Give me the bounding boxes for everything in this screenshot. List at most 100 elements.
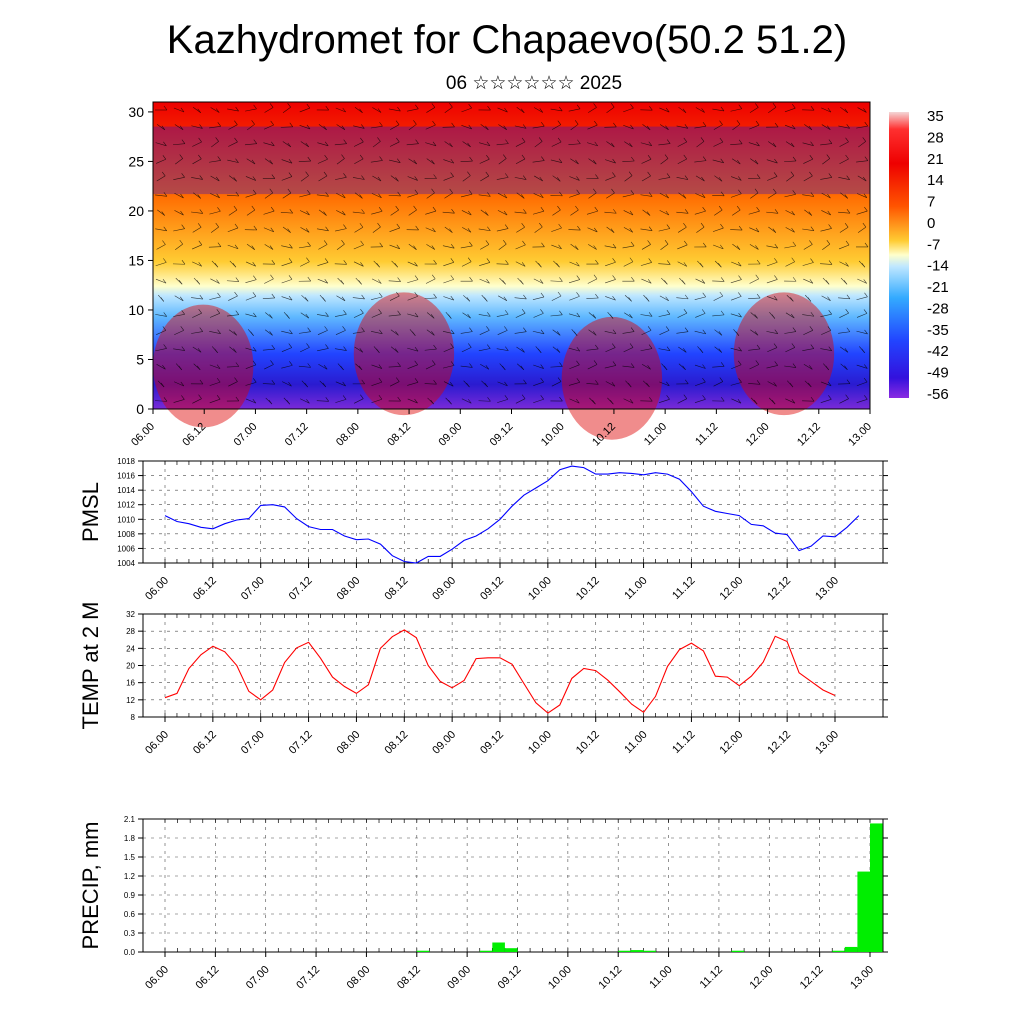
colorbar bbox=[889, 112, 909, 398]
wind-barb bbox=[802, 142, 814, 146]
wind-barb bbox=[766, 245, 778, 249]
wind-barb-flag bbox=[215, 137, 219, 142]
wind-barb bbox=[371, 193, 382, 199]
wind-barb-flag bbox=[808, 125, 813, 131]
precipitation-panel: 0.0 0.3 0.6 0.9 1.2 1.5 1.8 2.1 06.00 06.12 07.00 0… bbox=[78, 815, 888, 992]
y-tick-label: 0.3 bbox=[124, 929, 136, 938]
wind-barb bbox=[604, 365, 617, 369]
wind-barb bbox=[533, 381, 544, 386]
wind-barb bbox=[263, 210, 275, 215]
wind-barb-flag bbox=[541, 242, 545, 248]
wind-barb-flag bbox=[773, 188, 777, 194]
wind-barb-flag bbox=[431, 159, 435, 165]
wind-barb-flag bbox=[683, 223, 687, 228]
wind-barb-flag bbox=[487, 312, 491, 317]
wind-barb bbox=[820, 381, 832, 387]
wind-barb bbox=[550, 108, 563, 112]
wind-barb bbox=[210, 175, 220, 182]
wind-barb bbox=[281, 279, 293, 284]
wind-barb-flag bbox=[682, 108, 687, 113]
wind-barb-flag bbox=[844, 194, 849, 199]
wind-barb-flag bbox=[825, 280, 830, 285]
wind-barb bbox=[641, 278, 652, 284]
x-tick-label: 11.12 bbox=[670, 729, 697, 756]
wind-barb-flag bbox=[754, 159, 759, 165]
wind-barb-flag bbox=[179, 239, 183, 245]
wind-barb bbox=[568, 347, 580, 352]
wind-barb bbox=[155, 142, 167, 147]
wind-barb-flag bbox=[790, 171, 795, 176]
wind-barb-flag bbox=[450, 258, 455, 263]
wind-barb bbox=[478, 194, 491, 197]
x-tick-label: 08.12 bbox=[382, 575, 410, 603]
wind-barb-flag bbox=[306, 210, 310, 216]
plot-frame bbox=[142, 460, 884, 564]
wind-barb bbox=[730, 193, 742, 198]
wind-barb-flag bbox=[360, 308, 364, 314]
wind-barb-flag bbox=[648, 192, 653, 197]
wind-barb bbox=[515, 158, 526, 165]
wind-barb bbox=[712, 314, 725, 317]
wind-barb-flag bbox=[738, 189, 742, 194]
x-tick-label: 11.00 bbox=[647, 964, 674, 991]
wind-barb bbox=[443, 159, 454, 164]
wind-barb bbox=[514, 297, 527, 300]
wind-barb-flag bbox=[161, 125, 166, 131]
wind-barb-flag bbox=[181, 310, 185, 315]
wind-barb-flag bbox=[271, 293, 276, 299]
wind-barb-flag bbox=[558, 106, 563, 112]
y-tick-label: 24 bbox=[126, 644, 135, 653]
wind-barb bbox=[695, 175, 705, 182]
wind-barb bbox=[821, 330, 832, 335]
wind-barb bbox=[227, 227, 239, 233]
wind-barb-flag bbox=[576, 378, 581, 383]
wind-barb-flag bbox=[181, 260, 186, 265]
wind-barb-flag bbox=[756, 344, 761, 350]
wind-barb-flag bbox=[217, 207, 221, 212]
wind-barb-flag bbox=[540, 292, 545, 298]
wind-barb-flag bbox=[843, 280, 848, 285]
y-tick-label: 1004 bbox=[117, 559, 135, 568]
wind-barb-flag bbox=[217, 242, 222, 247]
wind-barb-flag bbox=[235, 310, 240, 315]
wind-barb-flag bbox=[486, 326, 490, 331]
wind-barb-flag bbox=[270, 227, 275, 233]
wind-barb bbox=[209, 296, 221, 300]
colorbar-label: -28 bbox=[927, 300, 949, 317]
wind-barb bbox=[802, 314, 814, 317]
wind-barb bbox=[497, 330, 508, 335]
wind-barb-flag bbox=[251, 245, 255, 250]
wind-barb-flag bbox=[846, 124, 850, 129]
wind-barb-flag bbox=[289, 361, 293, 366]
wind-barb bbox=[767, 176, 778, 181]
wind-barb bbox=[497, 107, 508, 113]
wind-barb-flag bbox=[289, 329, 293, 335]
x-tick-label: 09.12 bbox=[478, 575, 506, 603]
wind-barb-flag bbox=[683, 240, 688, 246]
wind-barb-flag bbox=[846, 209, 851, 214]
wind-barb bbox=[353, 141, 364, 147]
wind-barb bbox=[157, 209, 165, 216]
wind-barb-flag bbox=[772, 228, 777, 233]
x-tick-label: 08.12 bbox=[395, 964, 423, 992]
wind-barb-flag bbox=[828, 309, 832, 315]
wind-barb bbox=[352, 177, 365, 180]
wind-barb-flag bbox=[217, 292, 221, 298]
wind-barb bbox=[695, 193, 706, 198]
wind-barb-flag bbox=[771, 399, 776, 405]
grid bbox=[143, 818, 883, 953]
wind-barb bbox=[731, 158, 741, 165]
wind-barb-flag bbox=[683, 394, 688, 399]
wind-barb bbox=[480, 244, 490, 250]
wind-barb-flag bbox=[343, 139, 347, 144]
wind-barb-flag bbox=[469, 327, 473, 332]
wind-barb-flag bbox=[792, 190, 796, 195]
wind-barb bbox=[659, 381, 670, 387]
wind-barb-flag bbox=[541, 122, 545, 127]
wind-barb-flag bbox=[503, 193, 508, 199]
wind-barb-flag bbox=[253, 225, 258, 231]
wind-barb bbox=[424, 383, 437, 385]
wind-barb bbox=[552, 346, 561, 353]
wind-barb-flag bbox=[844, 108, 849, 113]
wind-barb-flag bbox=[323, 211, 327, 216]
